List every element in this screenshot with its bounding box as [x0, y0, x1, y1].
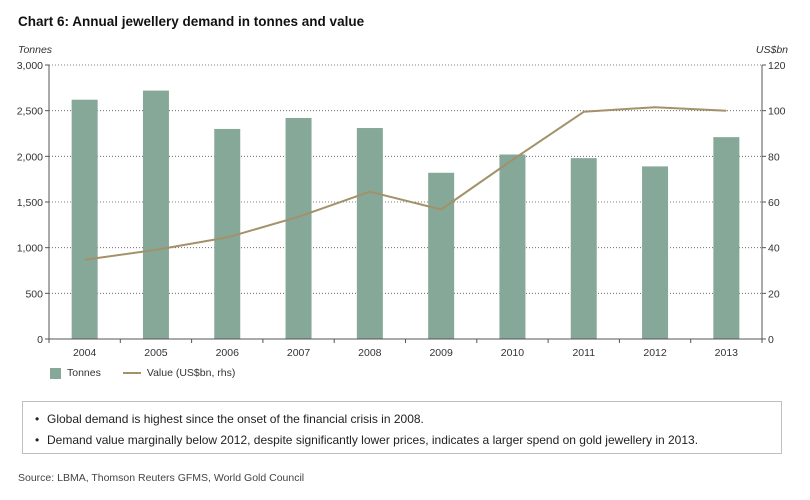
x-tick-label: 2008: [358, 347, 382, 359]
note-item: • Global demand is highest since the onse…: [35, 409, 769, 430]
right-tick-label: 60: [768, 197, 780, 209]
note-text: Demand value marginally below 2012, desp…: [47, 433, 699, 447]
right-tick-label: 0: [768, 334, 774, 346]
legend: Tonnes Value (US$bn, rhs): [50, 367, 257, 379]
bar: [142, 90, 169, 339]
bar: [499, 154, 526, 339]
left-axis-unit: Tonnes: [18, 44, 53, 56]
legend-item-tonnes: Tonnes: [50, 367, 101, 379]
left-tick-label: 3,000: [17, 60, 43, 72]
right-tick-label: 100: [768, 106, 786, 118]
right-tick-label: 20: [768, 288, 780, 300]
bullet-icon: •: [35, 412, 40, 426]
left-tick-label: 2,500: [17, 106, 43, 118]
bar: [713, 137, 740, 339]
legend-label-tonnes: Tonnes: [67, 367, 101, 379]
bullet-icon: •: [35, 433, 40, 447]
x-tick-label: 2007: [287, 347, 311, 359]
chart-area: 0 500 1,000 1,500 2,000 2,500 3,000 0 20 40 60 80 10…: [17, 60, 786, 359]
x-tick-label: 2013: [715, 347, 739, 359]
x-tick-label: 2011: [572, 347, 595, 359]
left-tick-label: 0: [37, 334, 43, 346]
x-tick-label: 2012: [643, 347, 667, 359]
bar: [71, 99, 98, 339]
right-tick-label: 80: [768, 151, 780, 163]
left-tick-label: 500: [25, 288, 43, 300]
x-tick-label: 2006: [216, 347, 240, 359]
bar: [428, 172, 455, 339]
x-tick-label: 2004: [73, 347, 97, 359]
bar: [642, 166, 669, 339]
bar: [285, 117, 312, 340]
bar: [570, 158, 597, 339]
legend-line-swatch: [122, 372, 141, 374]
chart-title: Chart 6: Annual jewellery demand in tonn…: [18, 14, 365, 29]
note-item: • Demand value marginally below 2012, des…: [35, 430, 769, 451]
bar: [356, 128, 383, 339]
left-tick-label: 1,500: [17, 197, 43, 209]
x-tick-label: 2010: [501, 347, 525, 359]
right-tick-label: 120: [768, 60, 786, 72]
legend-item-value: Value (US$bn, rhs): [122, 367, 236, 379]
right-axis-unit: US$bn: [755, 44, 788, 56]
x-tick-label: 2009: [429, 347, 453, 359]
note-text: Global demand is highest since the onset…: [47, 412, 424, 426]
source-note: Source: LBMA, Thomson Reuters GFMS, Worl…: [18, 472, 305, 484]
x-tick-label: 2005: [144, 347, 168, 359]
value-line: [84, 106, 727, 261]
legend-bar-swatch: [50, 367, 61, 379]
right-tick-label: 40: [768, 243, 780, 255]
notes-box: • Global demand is highest since the onse…: [22, 401, 782, 454]
left-tick-label: 2,000: [17, 151, 43, 163]
left-tick-label: 1,000: [17, 243, 43, 255]
legend-label-value: Value (US$bn, rhs): [146, 367, 236, 379]
